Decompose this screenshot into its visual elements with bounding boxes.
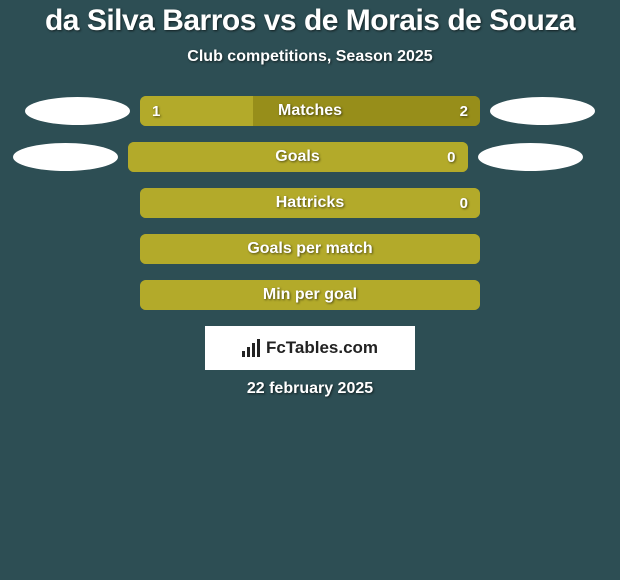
stat-row: Goals per match [0, 234, 620, 264]
player-right-ellipse [490, 97, 595, 125]
side-spacer [25, 281, 130, 309]
bar-chart-icon [242, 339, 260, 357]
side-spacer [490, 189, 595, 217]
side-spacer [490, 281, 595, 309]
stat-bar: Min per goal [140, 280, 480, 310]
stat-rows: Matches12Goals0Hattricks0Goals per match… [0, 96, 620, 310]
stat-label: Hattricks [140, 188, 480, 218]
stat-bar: Goals0 [128, 142, 468, 172]
stat-label: Goals per match [140, 234, 480, 264]
stat-value-right: 2 [460, 96, 468, 126]
stat-row: Min per goal [0, 280, 620, 310]
side-spacer [490, 235, 595, 263]
date-label: 22 february 2025 [0, 380, 620, 398]
player-left-ellipse [13, 143, 118, 171]
player-left-ellipse [25, 97, 130, 125]
stat-label: Min per goal [140, 280, 480, 310]
stat-bar: Goals per match [140, 234, 480, 264]
stat-row: Hattricks0 [0, 188, 620, 218]
stat-bar: Hattricks0 [140, 188, 480, 218]
comparison-chart: da Silva Barros vs de Morais de Souza Cl… [0, 0, 620, 580]
brand-label: FcTables.com [266, 338, 378, 358]
player-right-ellipse [478, 143, 583, 171]
page-title: da Silva Barros vs de Morais de Souza [0, 4, 620, 38]
side-spacer [25, 189, 130, 217]
stat-label: Matches [140, 96, 480, 126]
stat-row: Matches1 2 [0, 96, 620, 126]
stat-bar: Matches1 2 [140, 96, 480, 126]
page-subtitle: Club competitions, Season 2025 [0, 48, 620, 66]
stat-row: Goals0 [0, 142, 620, 172]
stat-value-right: 0 [447, 142, 455, 172]
brand-box: FcTables.com [205, 326, 415, 370]
stat-value-right: 0 [460, 188, 468, 218]
side-spacer [25, 235, 130, 263]
stat-value-left: 1 [152, 96, 160, 126]
stat-label: Goals [128, 142, 468, 172]
